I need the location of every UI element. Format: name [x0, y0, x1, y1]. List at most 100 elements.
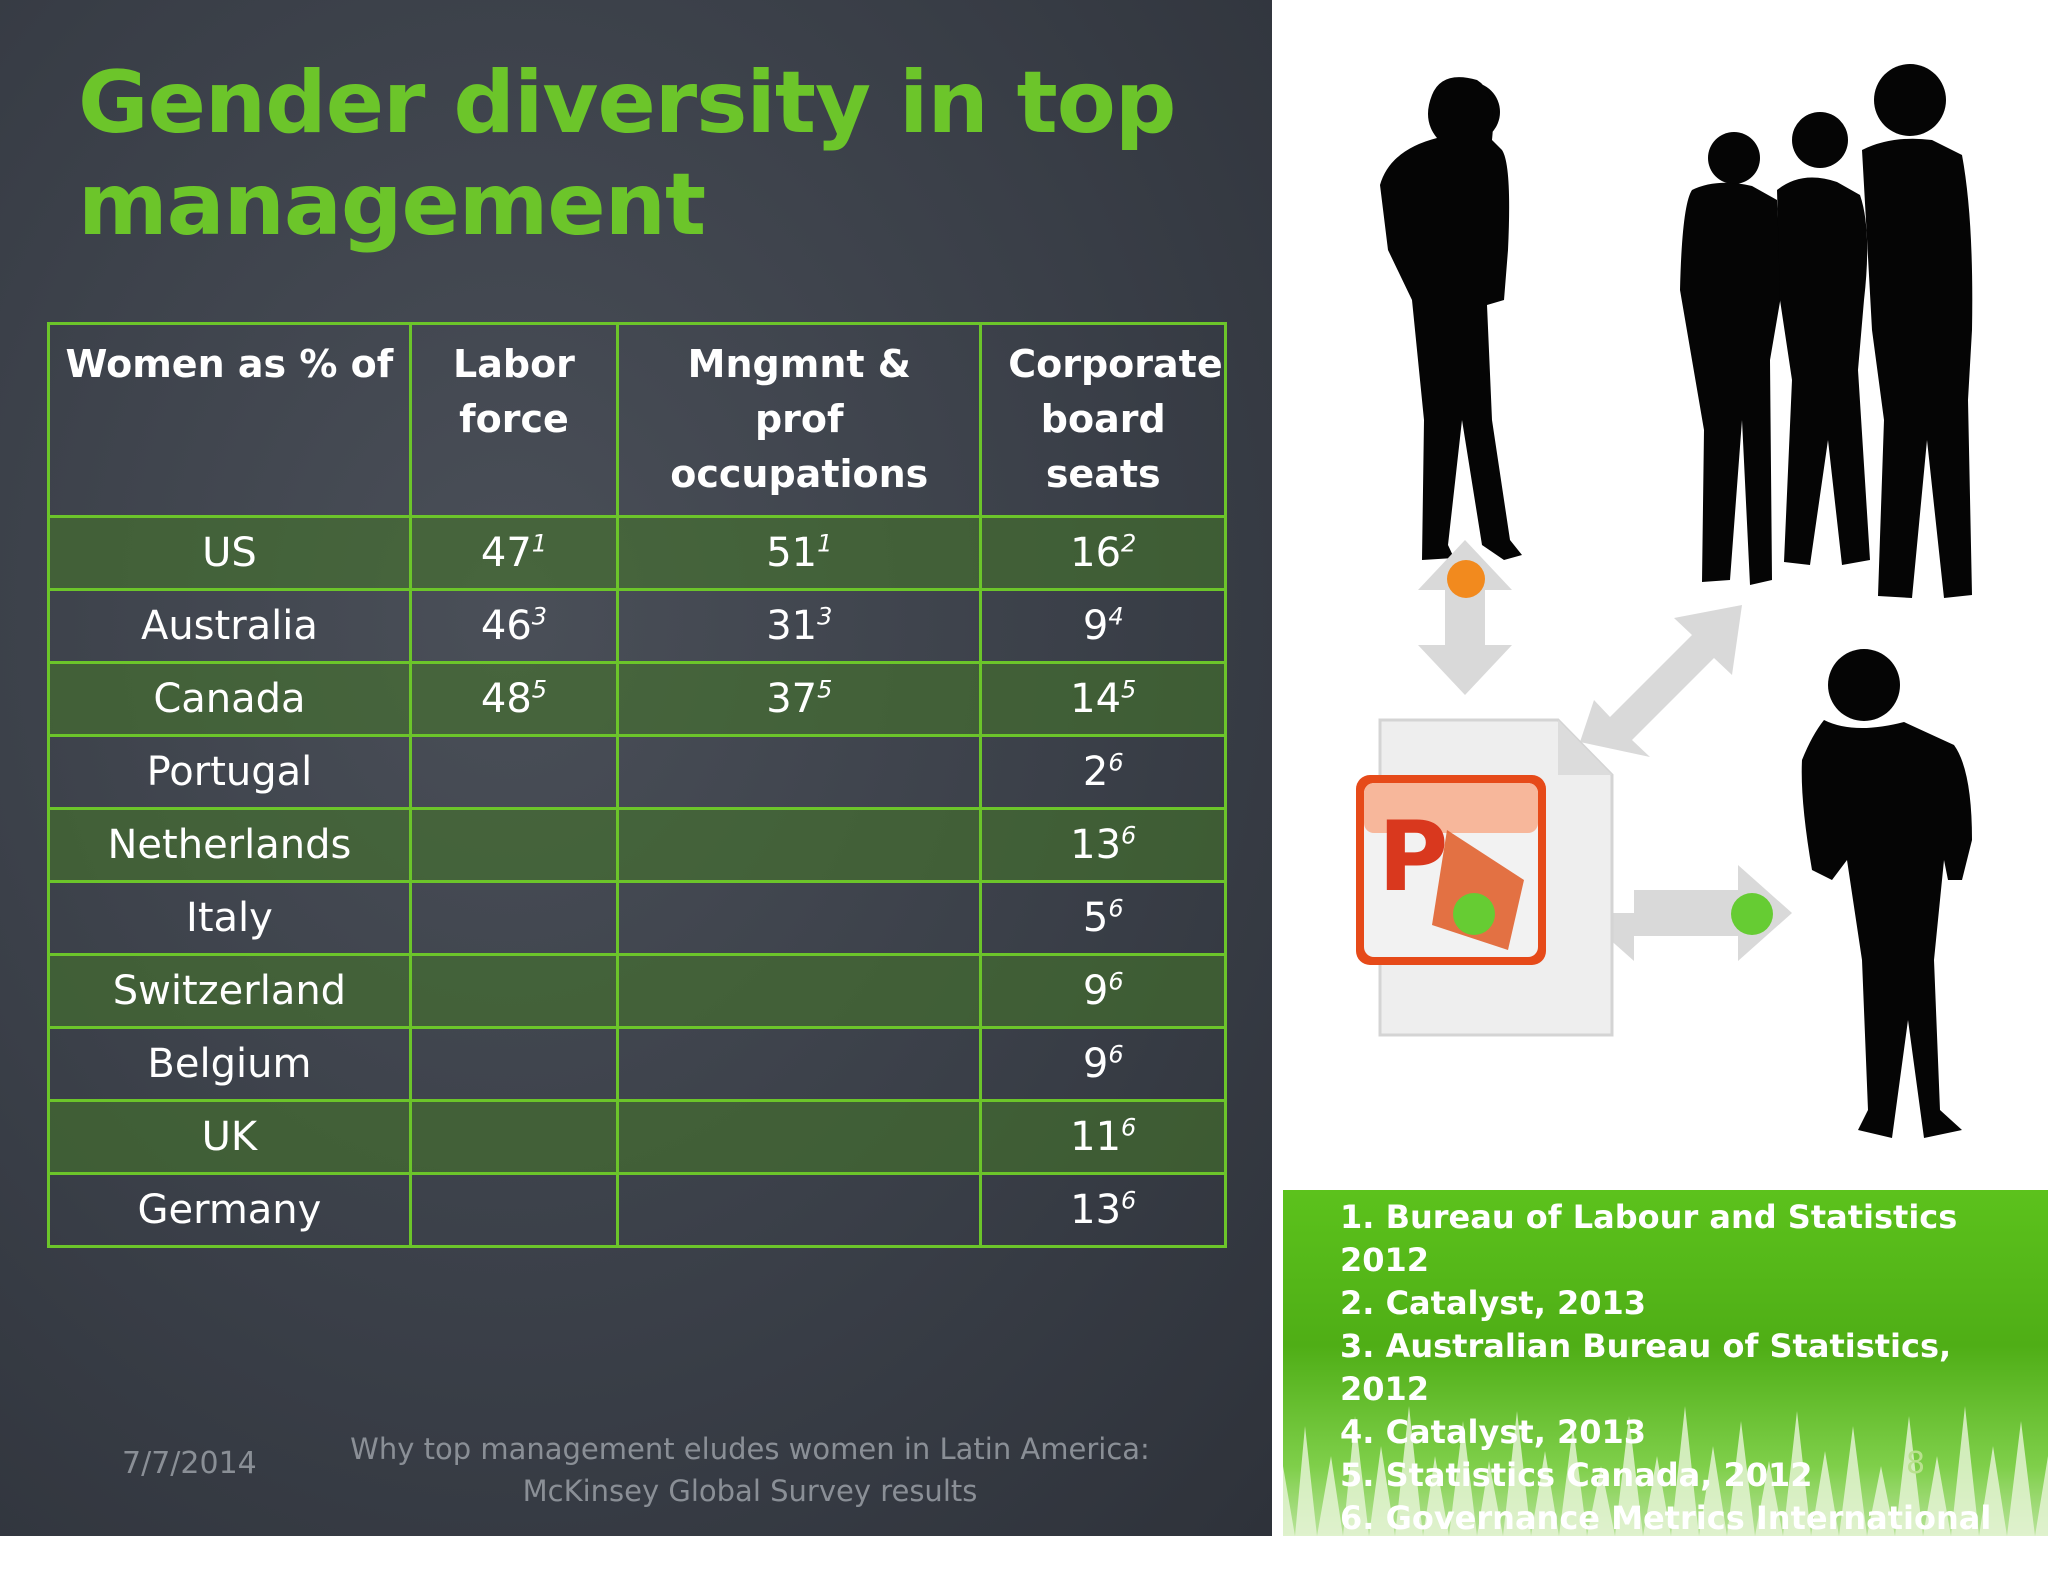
sources-box [1283, 1190, 2048, 1536]
footnote-ref: 5 [531, 675, 548, 704]
cell-value: UK [201, 1114, 258, 1160]
board-seats-cell: 96 [979, 1026, 1227, 1102]
board-seats-cell: 136 [979, 1172, 1227, 1248]
orange-dot-icon [1447, 560, 1485, 598]
table-row: Germany 136 [47, 1172, 1227, 1248]
management-cell: 313 [616, 588, 983, 664]
management-cell [616, 1172, 983, 1248]
cell-value: 5 [1082, 895, 1109, 941]
green-dot-icon [1731, 893, 1773, 935]
column-header: Corporate board seats [979, 322, 1227, 518]
board-seats-cell: 116 [979, 1099, 1227, 1175]
country-cell: Switzerland [47, 953, 412, 1029]
cell-value: Italy [186, 895, 273, 941]
cell-value: Portugal [146, 749, 313, 795]
cell-value: 31 [766, 603, 818, 649]
cell-value: 9 [1082, 1041, 1109, 1087]
source-item: 1. Bureau of Labour and Statistics 2012 [1340, 1198, 1958, 1279]
cell-value: 46 [480, 603, 532, 649]
cell-value: Switzerland [112, 968, 347, 1014]
page-number: 8 [1906, 1446, 1926, 1481]
data-table: Women as % of Labor force Mngmnt & prof … [47, 322, 1227, 1248]
cell-value: 9 [1082, 968, 1109, 1014]
management-cell [616, 734, 983, 810]
table-row: US 471 511 162 [47, 515, 1227, 591]
table-row: Belgium 96 [47, 1026, 1227, 1102]
table-row: Canada 485 375 145 [47, 661, 1227, 737]
country-cell: Portugal [47, 734, 412, 810]
board-seats-cell: 162 [979, 515, 1227, 591]
country-cell: Italy [47, 880, 412, 956]
table-row: UK 116 [47, 1099, 1227, 1175]
labor-force-cell: 463 [408, 588, 620, 664]
labor-force-cell [408, 1026, 620, 1102]
cell-value: 51 [766, 530, 818, 576]
table-row: Portugal 26 [47, 734, 1227, 810]
source-item: 2. Catalyst, 2013 [1340, 1284, 1647, 1322]
footnote-ref: 4 [1108, 602, 1124, 631]
labor-force-cell: 471 [408, 515, 620, 591]
table-row: Netherlands 136 [47, 807, 1227, 883]
footnote-ref: 6 [1108, 967, 1124, 996]
labor-force-cell: 485 [408, 661, 620, 737]
footnote-ref: 6 [1108, 894, 1124, 923]
management-cell: 375 [616, 661, 983, 737]
cell-value: Australia [140, 603, 318, 649]
cell-value: Netherlands [107, 822, 352, 868]
labor-force-cell [408, 734, 620, 810]
cell-value: 13 [1070, 1187, 1122, 1233]
cell-value: 48 [480, 676, 532, 722]
cell-value: 37 [766, 676, 818, 722]
column-header: Women as % of [47, 322, 412, 518]
cell-value: 13 [1070, 822, 1122, 868]
group-silhouette-icon [1680, 64, 1973, 598]
green-dot-icon [1453, 893, 1495, 935]
people-silhouettes-illustration: P [1356, 64, 1973, 1138]
table-body: US 471 511 162 Australia 463 313 94 Canada 485 375… [47, 515, 1227, 1248]
source-item: 6. Governance Metrics International 2012 [1340, 1499, 1992, 1580]
footnote-ref: 1 [531, 529, 548, 558]
board-seats-cell: 145 [979, 661, 1227, 737]
source-item: 3. Australian Bureau of Statistics, 2012 [1340, 1327, 1952, 1408]
country-cell: Netherlands [47, 807, 412, 883]
management-cell [616, 1099, 983, 1175]
man-silhouette-icon [1801, 649, 1972, 1138]
management-cell: 511 [616, 515, 983, 591]
footnote-ref: 6 [1121, 1113, 1137, 1142]
country-cell: UK [47, 1099, 412, 1175]
labor-force-cell [408, 1099, 620, 1175]
country-cell: Germany [47, 1172, 412, 1248]
footnote-ref: 5 [817, 675, 833, 704]
cell-value: 9 [1082, 603, 1109, 649]
slide-date: 7/7/2014 [122, 1446, 257, 1481]
column-header: Labor force [408, 322, 620, 518]
footnote-ref: 3 [531, 602, 548, 631]
cell-value: 11 [1070, 1114, 1122, 1160]
management-cell [616, 807, 983, 883]
footnote-ref: 6 [1108, 1040, 1124, 1069]
source-item: 5. Statistics Canada, 2012 [1340, 1456, 1813, 1494]
slide-footer-text: Why top management eludes women in Latin… [350, 1432, 1150, 1508]
footnote-ref: 5 [1121, 675, 1137, 704]
country-cell: Australia [47, 588, 412, 664]
management-cell [616, 880, 983, 956]
labor-force-cell [408, 807, 620, 883]
woman-silhouette-icon [1380, 77, 1522, 560]
powerpoint-document-icon: P [1356, 718, 1614, 1037]
management-cell [616, 1026, 983, 1102]
table-row: Italy 56 [47, 880, 1227, 956]
country-cell: Belgium [47, 1026, 412, 1102]
board-seats-cell: 26 [979, 734, 1227, 810]
country-cell: Canada [47, 661, 412, 737]
cell-value: 47 [480, 530, 532, 576]
footnote-ref: 3 [817, 602, 833, 631]
board-seats-cell: 94 [979, 588, 1227, 664]
footnote-ref: 2 [1121, 529, 1137, 558]
source-item: 4. Catalyst, 2013 [1340, 1413, 1647, 1451]
cell-value: 14 [1070, 676, 1122, 722]
table-header-row: Women as % of Labor force Mngmnt & prof … [47, 322, 1227, 518]
cell-value: Germany [137, 1187, 322, 1233]
column-header: Mngmnt & prof occupations [616, 322, 983, 518]
slide-title: Gender diversity in top management [78, 53, 1176, 255]
cell-value: 2 [1082, 749, 1109, 795]
